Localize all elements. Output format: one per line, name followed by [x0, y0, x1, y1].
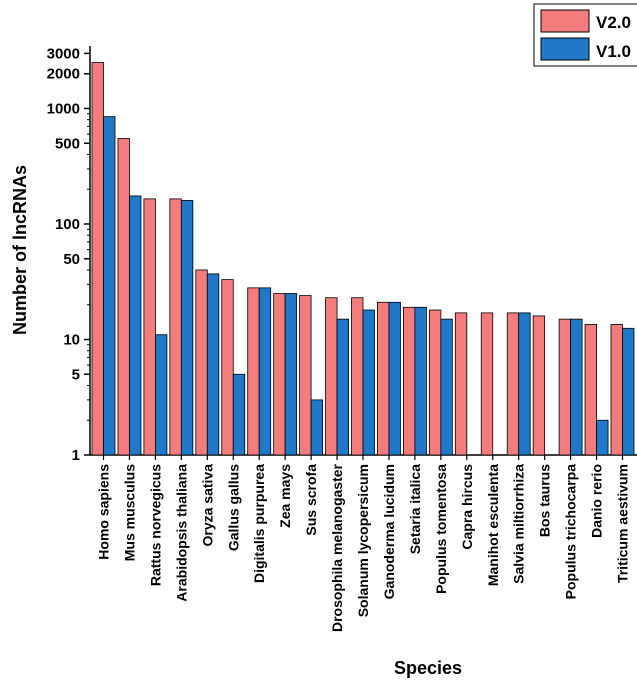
- bar-v1-0-2: [154, 334, 168, 456]
- legend-swatch-v2: [540, 9, 590, 33]
- bar-v2-0-8: [299, 295, 312, 456]
- y-tick-label: 1000: [47, 101, 80, 118]
- x-tick-label: Gallus gallus: [225, 464, 241, 551]
- y-tick-label: 2000: [47, 66, 80, 83]
- bar-v1-0-20: [622, 327, 635, 456]
- bar-v1-0-8: [310, 399, 324, 456]
- x-tick-label: Rattus norvegicus: [147, 464, 163, 586]
- x-tick-label: Capra hircus: [459, 464, 475, 550]
- bar-v2-0-19: [584, 324, 597, 456]
- bar-v1-0-9: [336, 318, 349, 456]
- x-tick-label: Mus musculus: [121, 464, 137, 561]
- x-tick-label: Manihot esculenta: [485, 464, 501, 586]
- x-tick-label: Ganoderma lucidum: [381, 464, 397, 599]
- x-tick-label: Setaria italica: [407, 464, 423, 554]
- y-tick-label: 500: [55, 135, 80, 152]
- bar-v1-0-19: [596, 419, 609, 456]
- bar-v2-0-18: [558, 318, 571, 456]
- x-tick-label: Arabidopsis thaliana: [173, 464, 189, 602]
- bar-v2-0-1: [117, 138, 130, 456]
- bar-v2-0-9: [325, 297, 338, 456]
- y-tick-label: 1: [72, 447, 80, 464]
- x-tick-label: Oryza sativa: [199, 464, 215, 547]
- bar-v2-0-11: [377, 301, 390, 456]
- bar-v1-0-0: [103, 116, 116, 456]
- x-tick-label: Populus trichocarpa: [563, 464, 579, 600]
- bar-v1-0-4: [206, 273, 220, 456]
- x-tick-label: Salvia miltiorrhiza: [511, 464, 527, 584]
- bar-v1-0-12: [414, 306, 427, 456]
- x-tick-label: Zea mays: [277, 464, 293, 528]
- bar-v2-0-6: [247, 287, 260, 456]
- bar-v2-0-7: [273, 293, 286, 456]
- bar-v2-0-12: [402, 306, 416, 456]
- bar-v1-0-1: [129, 195, 142, 456]
- x-tick-label: Sus scrofa: [303, 464, 319, 536]
- y-axis-ticks: 1 5 10 50 100 500 1000 2000 3000: [47, 45, 90, 464]
- x-tick-label: Populus tomentosa: [433, 464, 449, 594]
- x-tick-label: Danio rerio: [589, 464, 605, 538]
- bar-v1-0-7: [284, 293, 298, 456]
- y-tick-label: 3000: [47, 45, 80, 62]
- bar-v2-0-2: [143, 198, 156, 456]
- legend: V2.0 V1.0: [533, 3, 637, 67]
- x-tick-label: Bos taurus: [537, 464, 553, 537]
- plot-area: 1 5 10 50 100 500 1000 2000 3000 Homo sapiens Mus…: [47, 45, 637, 632]
- bar-v1-0-6: [258, 287, 272, 456]
- bar-v2-0-16: [506, 312, 520, 456]
- bar-v1-0-11: [388, 301, 401, 456]
- x-tick-label: Digitalis purpurea: [251, 464, 267, 583]
- bar-v2-0-10: [351, 297, 364, 456]
- legend-swatch-v1: [540, 37, 590, 61]
- y-tick-label: 10: [63, 332, 80, 349]
- x-tick-label: Triticum aestivum: [615, 464, 631, 583]
- bar-v2-0-15: [480, 312, 494, 456]
- bar-v2-0-5: [221, 279, 234, 456]
- y-axis-title: Number of lncRNAs: [10, 165, 30, 335]
- bar-v1-0-13: [440, 318, 453, 456]
- bar-v1-0-16: [518, 312, 531, 456]
- bar-v1-0-3: [180, 200, 194, 456]
- bar-v2-0-13: [428, 309, 442, 456]
- y-tick-label: 100: [55, 216, 80, 233]
- x-tick-label: Drosophila melanogaster: [329, 463, 345, 632]
- bar-v2-0-4: [195, 269, 208, 456]
- bar-v2-0-14: [454, 312, 468, 456]
- bar-v2-0-0: [91, 62, 104, 456]
- bar-v1-0-18: [570, 318, 583, 456]
- bar-v1-0-10: [362, 309, 375, 456]
- x-axis-title: Species: [394, 658, 462, 678]
- y-tick-label: 50: [63, 251, 80, 268]
- x-tick-label: Solanum lycopersicum: [355, 464, 371, 617]
- legend-label-v2: V2.0: [596, 13, 631, 32]
- bar-v2-0-20: [610, 324, 623, 456]
- y-tick-label: 5: [72, 366, 80, 383]
- bar-v1-0-5: [232, 373, 246, 456]
- x-tick-label: Homo sapiens: [96, 464, 112, 560]
- bars: [91, 62, 635, 456]
- bar-v2-0-3: [169, 198, 182, 456]
- x-axis-ticks: Homo sapiens Mus musculus Rattus norvegicu…: [96, 455, 631, 632]
- bar-v2-0-17: [532, 315, 546, 456]
- legend-label-v1: V1.0: [596, 42, 631, 61]
